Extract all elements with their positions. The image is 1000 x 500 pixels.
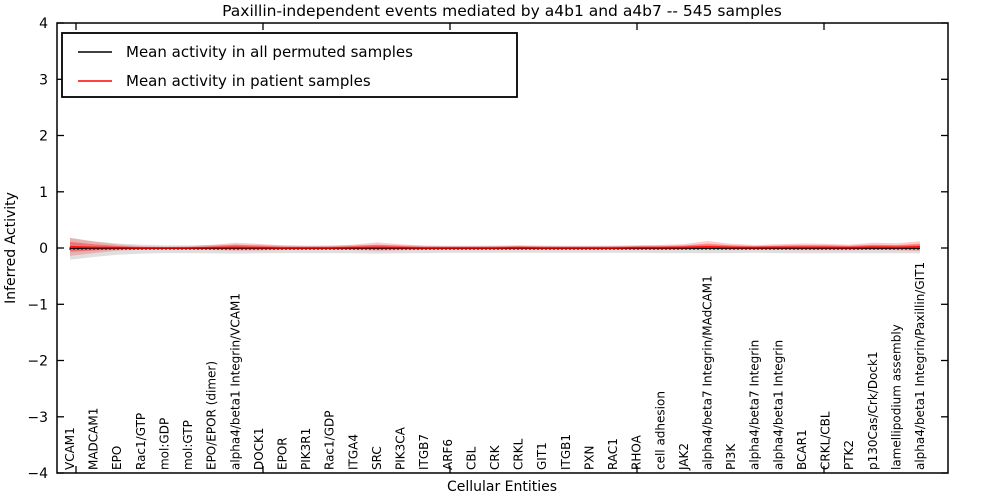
legend: Mean activity in all permuted samples Me… xyxy=(61,32,518,98)
x-entity-label: CRKL xyxy=(512,438,526,470)
x-entity-label: PXN xyxy=(582,446,596,470)
x-entity-label: RHOA xyxy=(630,434,644,470)
x-entity-label: EPO/EPOR (dimer) xyxy=(205,361,219,470)
x-entity-label: PIK3CA xyxy=(394,426,408,470)
x-entity-label: PIK3R1 xyxy=(299,428,313,470)
x-entity-label: mol:GDP xyxy=(157,418,171,470)
y-tick-label: 3 xyxy=(39,72,48,88)
x-entity-label: alpha4/beta7 Integrin/MAdCAM1 xyxy=(701,275,715,470)
legend-label-permuted: Mean activity in all permuted samples xyxy=(126,43,413,61)
x-entity-label: EPO xyxy=(110,446,124,470)
x-entity-label: CBL xyxy=(464,446,478,470)
y-axis-label: Inferred Activity xyxy=(3,192,19,304)
x-entity-label: mol:GTP xyxy=(181,420,195,470)
x-entity-label: PI3K xyxy=(724,443,738,470)
y-tick-label: 2 xyxy=(39,129,48,145)
x-entity-label: alpha4/beta1 Integrin xyxy=(771,340,785,470)
chart-title: Paxillin-independent events mediated by … xyxy=(222,2,782,20)
patient-confidence-band-inner xyxy=(70,241,920,252)
x-entity-label: CRKL/CBL xyxy=(819,411,833,470)
x-entity-label: ARF6 xyxy=(441,439,455,470)
x-entity-label: GIT1 xyxy=(535,442,549,470)
x-entity-label: VCAM1 xyxy=(63,427,77,470)
y-tick-label: −3 xyxy=(27,410,48,426)
y-tick-label: 4 xyxy=(39,16,48,32)
legend-label-patient: Mean activity in patient samples xyxy=(126,72,371,90)
chart-layers: 4 3 2 1 0 −1 −2 −3 −4 VCAM1 MADCAM1 EPO Rac1/GTP mol:… xyxy=(27,16,948,482)
patient-mean-line xyxy=(69,246,921,249)
x-axis-label: Cellular Entities xyxy=(447,479,557,495)
x-entity-label: alpha4/beta1 Integrin/VCAM1 xyxy=(228,293,242,470)
y-tick-label: 0 xyxy=(39,241,48,257)
x-entity-label: RAC1 xyxy=(606,438,620,470)
x-entity-label: DOCK1 xyxy=(252,427,266,470)
x-entity-label: JAK2 xyxy=(677,443,691,471)
y-tick-label: −1 xyxy=(27,297,48,313)
x-entity-label: alpha4/beta7 Integrin xyxy=(748,340,762,470)
x-entity-label: MADCAM1 xyxy=(87,408,101,470)
x-entity-label: alpha4/beta1 Integrin/Paxillin/GIT1 xyxy=(913,262,927,470)
x-entity-label: PTK2 xyxy=(842,440,856,470)
x-entity-label: p130Cas/Crk/Dock1 xyxy=(866,351,880,470)
x-entity-label: CRK xyxy=(488,444,502,470)
x-entity-label: ITGA4 xyxy=(346,434,360,470)
x-entity-label: EPOR xyxy=(276,437,290,470)
x-entity-label: ITGB1 xyxy=(559,434,573,470)
x-entity-label: Rac1/GDP xyxy=(323,411,337,470)
x-entity-label: lamellipodium assembly xyxy=(889,324,903,470)
x-entity-label: SRC xyxy=(370,446,384,470)
x-entity-label: ITGB7 xyxy=(417,434,431,470)
x-entity-label: Rac1/GTP xyxy=(134,413,148,470)
patient-confidence-band-outer xyxy=(70,237,920,256)
legend-box xyxy=(61,32,518,98)
x-entity-label: cell adhesion xyxy=(653,391,667,470)
y-tick-label: −4 xyxy=(27,466,48,482)
x-entity-label: BCAR1 xyxy=(795,429,809,470)
y-tick-label: 1 xyxy=(39,185,48,201)
y-tick-label: −2 xyxy=(27,354,48,370)
